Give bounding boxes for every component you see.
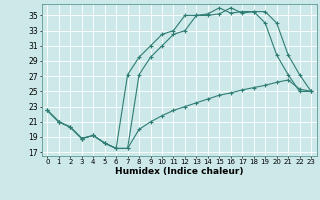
X-axis label: Humidex (Indice chaleur): Humidex (Indice chaleur): [115, 167, 244, 176]
